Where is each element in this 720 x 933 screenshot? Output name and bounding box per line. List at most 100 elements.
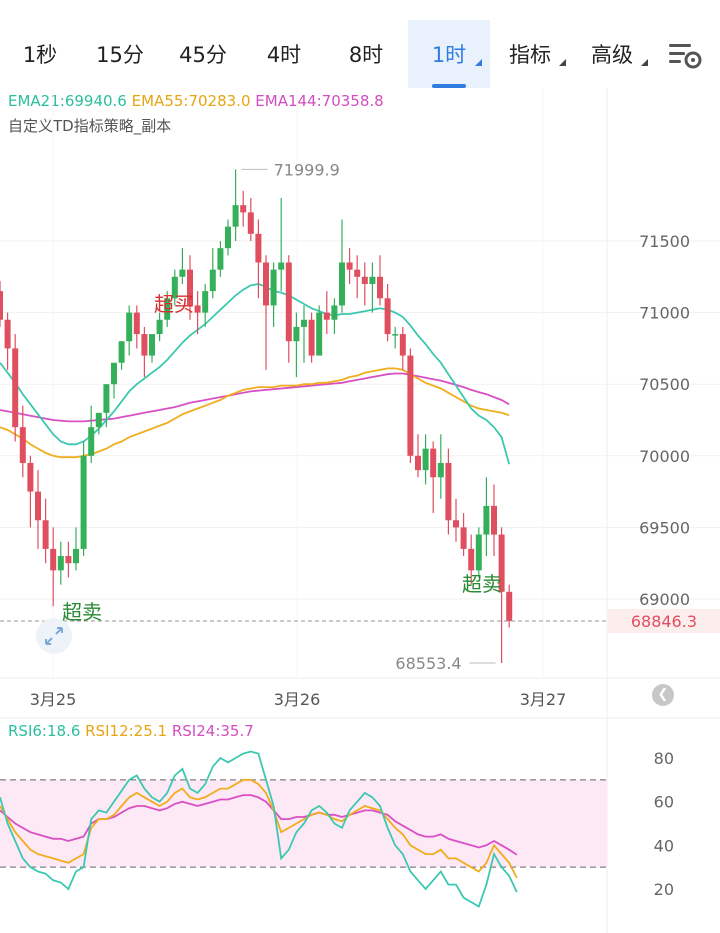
oversold-signal: 超卖 (62, 600, 102, 624)
candle-down (133, 312, 140, 335)
tab-1s[interactable]: 1秒 (6, 20, 74, 88)
rsi6-line (0, 750, 518, 908)
price-tick-label: 71000 (639, 304, 690, 323)
date-tick-label: 3月25 (30, 690, 77, 709)
candle-down (50, 548, 57, 571)
candle-up (126, 312, 133, 342)
candle-down (263, 262, 269, 306)
candle-down (453, 520, 459, 528)
active-tab-indicator (432, 84, 466, 88)
tab-label: 8时 (348, 43, 384, 67)
candle-up (217, 248, 224, 270)
overbought-signal: 超买 (154, 292, 194, 316)
candle-up (369, 276, 376, 284)
candle-down (430, 448, 437, 478)
ema21-line (0, 283, 511, 465)
candle-down (0, 291, 3, 320)
candle-up (392, 334, 399, 336)
tab-45m[interactable]: 45分 (166, 20, 240, 88)
candle-up (483, 505, 490, 535)
candle-down (506, 591, 513, 622)
candle-up (95, 412, 102, 428)
candle-up (202, 291, 209, 313)
dropdown-indicator-icon (559, 59, 566, 66)
ema21-value: EMA21:69940.6 (8, 92, 127, 110)
price-tick-label: 69500 (639, 518, 690, 537)
tab-label: 45分 (179, 43, 227, 67)
low-price-label: 68553.4 (395, 654, 461, 673)
candle-down (194, 305, 201, 313)
candle-up (437, 462, 444, 478)
candle-up (422, 448, 429, 471)
ema55-value: EMA55:70283.0 (131, 92, 251, 110)
rsi6-value: RSI6:18.6 (8, 722, 81, 740)
rsi-legend: RSI6:18.6 RSI12:25.1 RSI24:35.7 (8, 722, 254, 740)
collapse-axis-icon[interactable]: ❮ (652, 684, 674, 706)
date-tick-label: 3月26 (274, 690, 321, 709)
candle-up (331, 305, 338, 320)
timeframe-tabbar: 1秒 15分 45分 4时 8时 1时 指标 高级 (0, 0, 720, 90)
candle-down (35, 491, 41, 521)
candle-down (285, 262, 292, 342)
candle-down (27, 462, 34, 492)
fullscreen-expand-icon[interactable] (36, 618, 72, 654)
rsi-tick-label: 80 (654, 749, 674, 768)
tab-label: 1时 (431, 43, 467, 67)
tab-indicators[interactable]: 指标 (498, 20, 574, 88)
candle-down (445, 462, 452, 521)
candle-down (141, 334, 148, 356)
price-tick-label: 71500 (639, 232, 690, 251)
strategy-name: 自定义TD指标策略_副本 (8, 117, 172, 135)
candle-down (354, 269, 361, 277)
chart-settings-icon[interactable] (666, 38, 704, 74)
ema-legend: EMA21:69940.6 EMA55:70283.0 EMA144:70358… (8, 92, 384, 110)
price-tick-label: 70500 (639, 375, 690, 394)
candle-down (42, 520, 49, 549)
candle-up (339, 262, 345, 306)
candle-down (460, 527, 467, 549)
kline-chart[interactable]: 69000 69500 70000 70500 71000 71500 3月25 3月26 3月… (0, 88, 720, 933)
tab-advanced[interactable]: 高级 (580, 20, 656, 88)
candle-up (111, 362, 117, 385)
current-price-value: 68846.3 (631, 612, 697, 631)
rsi-tick-label: 20 (654, 880, 674, 899)
tab-label: 高级 (591, 43, 633, 67)
candle-up (88, 427, 95, 456)
current-price-tag (608, 609, 720, 634)
oversold-signal: 超卖 (462, 572, 502, 596)
tab-label: 4时 (266, 43, 302, 67)
candle-up (475, 534, 482, 571)
candle-down (323, 312, 330, 320)
candle-up (73, 548, 79, 564)
candle-up (149, 334, 155, 356)
candle-up (278, 262, 285, 270)
ema144-value: EMA144:70358.8 (255, 92, 384, 110)
dropdown-indicator-icon (641, 59, 648, 66)
rsi-tick-label: 40 (654, 836, 674, 855)
candle-down (346, 262, 353, 270)
tab-15m[interactable]: 15分 (84, 20, 156, 88)
tab-8h[interactable]: 8时 (330, 20, 402, 88)
candle-up (156, 319, 163, 335)
ema55-line (0, 367, 510, 459)
candle-down (187, 269, 193, 306)
candle-up (316, 312, 323, 356)
rsi12-value: RSI12:25.1 (85, 722, 168, 740)
candle-up (80, 455, 87, 549)
date-tick-label: 3月27 (520, 690, 567, 709)
rsi-tick-label: 60 (654, 793, 674, 812)
candle-down (491, 505, 497, 535)
candle-up (164, 298, 171, 320)
candle-up (118, 341, 125, 363)
candle-down (407, 355, 414, 456)
tab-1h[interactable]: 1时 (408, 20, 490, 88)
candle-up (103, 384, 110, 413)
candle-down (415, 455, 421, 471)
price-tick-label: 69000 (639, 590, 690, 609)
tab-4h[interactable]: 4时 (250, 20, 318, 88)
candle-down (308, 319, 315, 356)
candle-down (384, 298, 391, 335)
candle-up (209, 269, 216, 292)
rsi24-line (0, 794, 518, 856)
candle-down (255, 233, 262, 263)
